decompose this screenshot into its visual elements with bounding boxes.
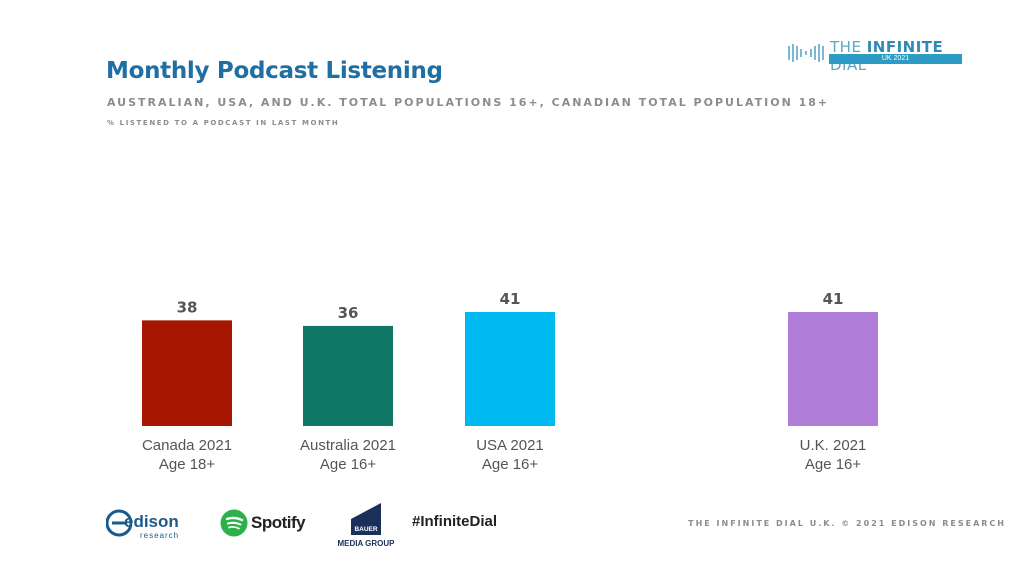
page-subtitle: AUSTRALIAN, USA, AND U.K. TOTAL POPULATI… [107,96,830,109]
bar-3 [465,312,555,426]
copyright-footer: THE INFINITE DIAL U.K. © 2021 EDISON RES… [688,519,1006,528]
svg-text:BAUER: BAUER [354,526,377,533]
edison-swirl-icon [106,509,132,537]
data-label-3: 41 [500,290,521,308]
bauer-media-group-logo: BAUER MEDIA GROUP [334,503,398,549]
infinity-icon [788,44,824,62]
category-label-2-line-2: Age 16+ [320,456,377,473]
category-label-3-line-1: USA 2021 [476,437,544,454]
category-label-1-line-1: Canada 2021 [142,437,232,454]
data-label-2: 36 [338,304,359,322]
category-label-4-line-1: U.K. 2021 [800,437,867,454]
page-title: Monthly Podcast Listening [106,58,443,84]
bar-1 [142,320,232,426]
bar-2 [303,325,393,426]
spotify-icon [220,509,248,537]
category-label-2-line-1: Australia 2021 [300,437,396,454]
category-label-1-line-2: Age 18+ [159,456,216,473]
bar-4 [788,312,878,426]
hashtag: #InfiniteDial [412,513,498,530]
data-label-4: 41 [823,290,844,308]
bauer-badge-icon: BAUER [351,503,381,535]
infinite-dial-logo: THE INFINITE DIAL UK 2021 [785,38,965,74]
brand-edition: UK 2021 [829,54,962,64]
category-label-4-line-2: Age 16+ [805,456,862,473]
spotify-logo: Spotify [220,508,320,538]
category-label-3-line-2: Age 16+ [482,456,539,473]
data-label-1: 38 [177,298,198,316]
chart-note: % LISTENED TO A PODCAST IN LAST MONTH [107,119,340,127]
edison-research-logo: edison research [106,504,196,544]
